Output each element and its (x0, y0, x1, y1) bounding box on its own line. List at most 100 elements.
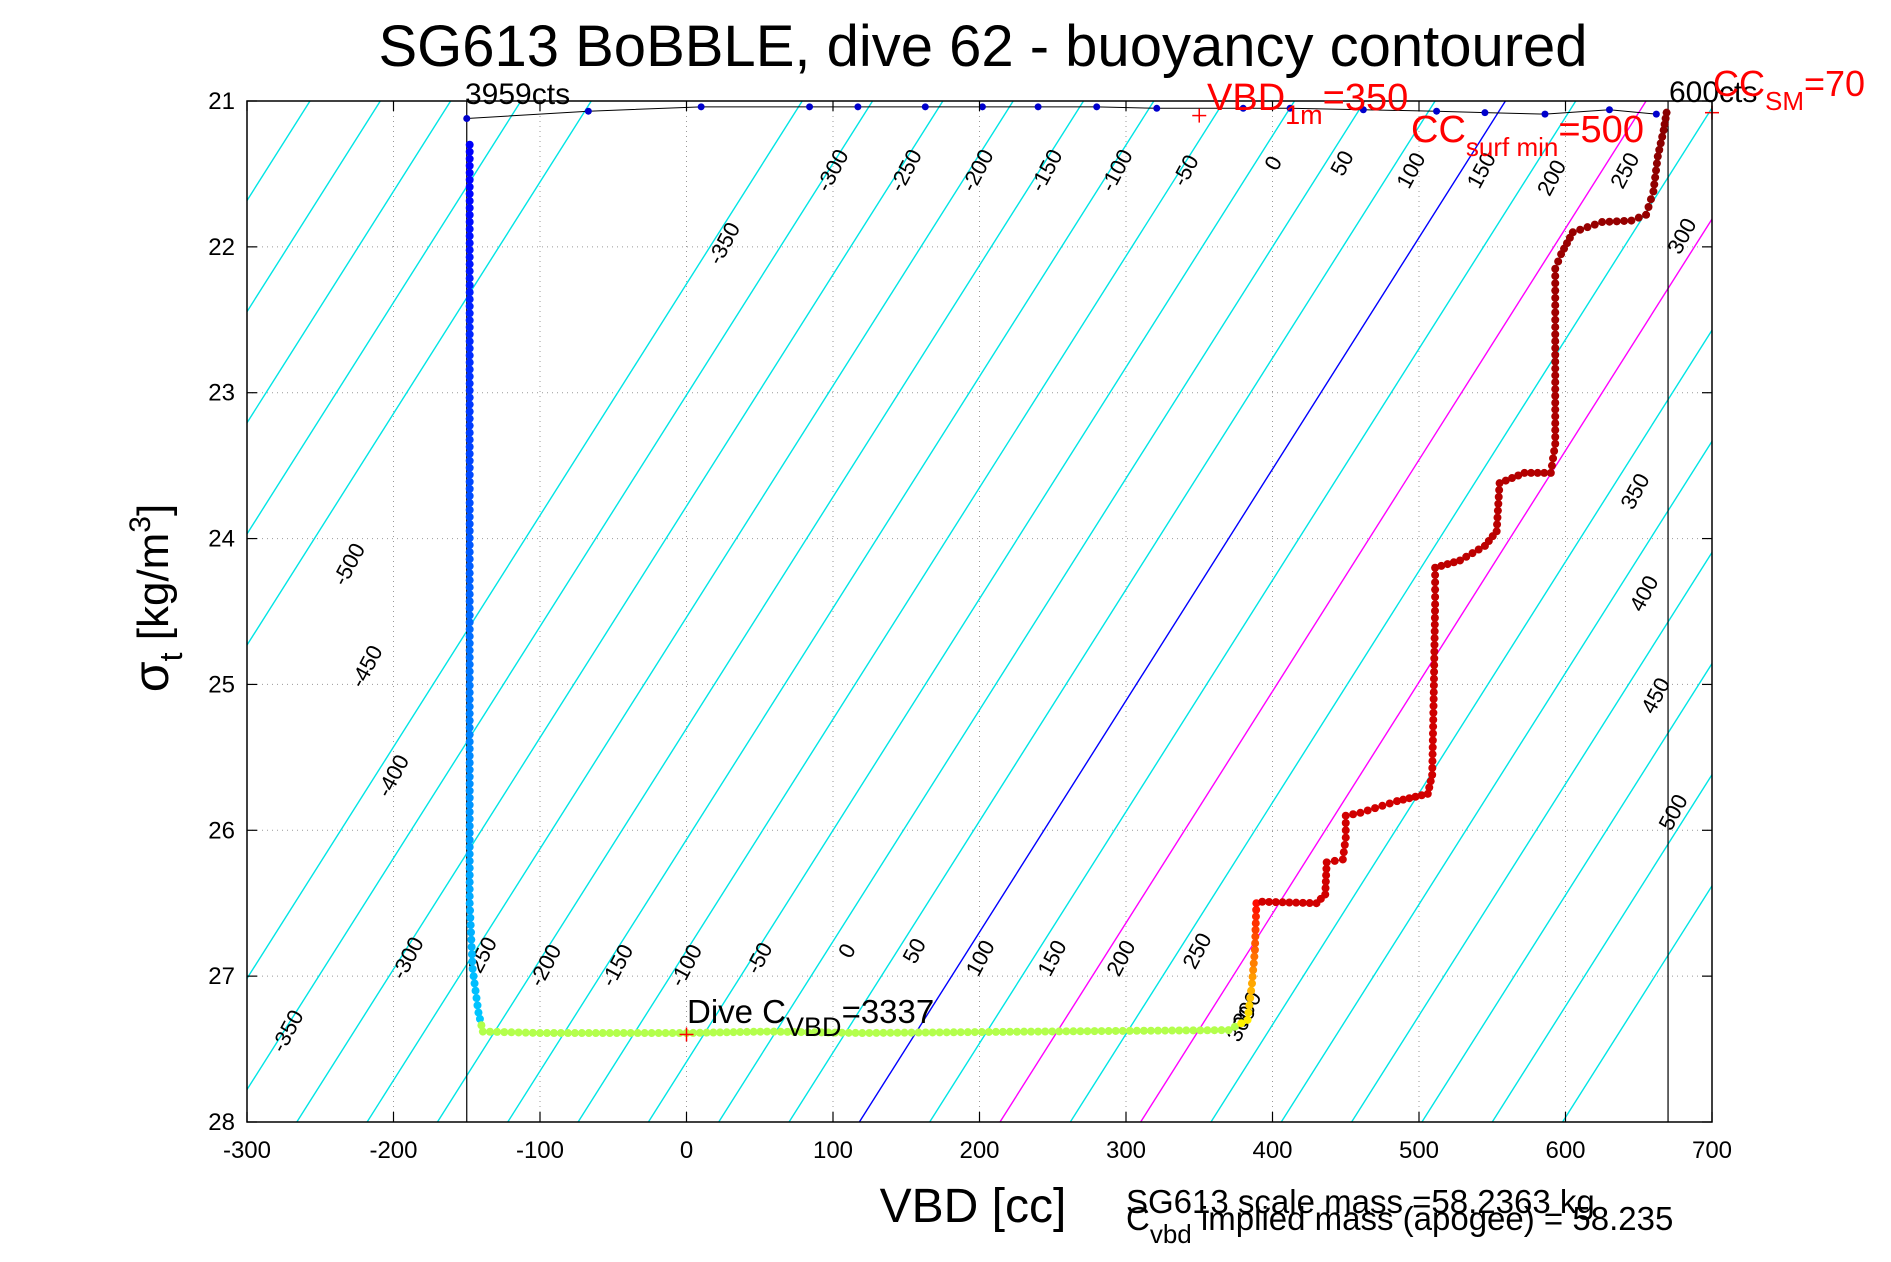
ascent-point (1431, 563, 1440, 572)
ascent-point (563, 1029, 572, 1038)
ascent-point (1168, 1026, 1177, 1035)
contour-label: 50 (897, 934, 931, 967)
ascent-point (468, 964, 477, 973)
ascent-point (465, 386, 474, 395)
ascent-point (1656, 139, 1665, 148)
ascent-point (465, 196, 474, 205)
ascent-point (1258, 897, 1267, 906)
ascent-point (619, 1029, 628, 1038)
ascent-point (598, 1029, 607, 1038)
ascent-point (1550, 447, 1559, 456)
contour-line (647, 101, 1296, 1122)
y-tick-label: 23 (208, 380, 235, 407)
ascent-point (1428, 750, 1437, 759)
ascent-point (1321, 884, 1330, 893)
ascent-point (640, 1029, 649, 1038)
ascent-point (465, 625, 474, 634)
contour-label: -350 (702, 218, 745, 269)
ascent-point (465, 147, 474, 156)
ascent-point (465, 519, 474, 528)
ascent-point (1551, 308, 1560, 317)
ascent-point (465, 597, 474, 606)
descent-point (921, 103, 929, 111)
ascent-point (1411, 792, 1420, 801)
ascent-point (465, 688, 474, 697)
contour-label: 100 (1391, 148, 1430, 192)
ascent-point (465, 562, 474, 571)
contour-line (247, 101, 874, 1091)
ascent-point (465, 534, 474, 543)
ascent-point (1431, 606, 1440, 615)
ascent-point (1551, 439, 1560, 448)
ascent-point (1230, 1022, 1239, 1031)
ascent-point (824, 1028, 833, 1037)
ascent-point (1292, 898, 1301, 907)
ascent-point (1652, 166, 1661, 175)
contour-line (858, 101, 1507, 1122)
ascent-point (1431, 578, 1440, 587)
contour-label: 150 (1032, 936, 1071, 980)
ascent-point (1546, 468, 1555, 477)
contour-label: 450 (1636, 673, 1675, 717)
ascent-point (1330, 856, 1339, 865)
ascent-point (475, 1014, 484, 1023)
ascent-point (1341, 833, 1350, 842)
ascent-point (1443, 560, 1452, 569)
ascent-point (465, 828, 474, 837)
ascent-point (465, 309, 474, 318)
annotation-cc-sm: CCSM=70 (1713, 63, 1865, 116)
ascent-point (465, 379, 474, 388)
ascent-point (1551, 279, 1560, 288)
contour-line (507, 101, 1155, 1122)
ascent-point (577, 1029, 586, 1038)
ascent-point (1646, 195, 1655, 204)
ascent-point (1430, 627, 1439, 636)
ascent-point (465, 667, 474, 676)
ascent-point (1431, 592, 1440, 601)
annotation-implied-mass: Cvbd implied mass (apogee) = 58.235 (1126, 1200, 1673, 1249)
x-tick-label: -100 (516, 1137, 564, 1164)
ascent-point (542, 1029, 551, 1038)
contour-label: -200 (524, 940, 567, 991)
ascent-point (1341, 811, 1350, 820)
x-tick-label: 200 (959, 1137, 999, 1164)
ascent-point (556, 1029, 565, 1038)
contour-line (0, 101, 99, 1122)
ascent-point (465, 765, 474, 774)
ascent-point (465, 800, 474, 809)
ascent-point (1247, 986, 1256, 995)
ascent-point (1547, 461, 1556, 470)
ascent-point (1393, 797, 1402, 806)
ascent-point (1605, 217, 1614, 226)
ascent-point (1551, 323, 1560, 332)
ascent-point (1034, 1027, 1043, 1036)
ascent-point (1146, 1026, 1155, 1035)
ascent-point (478, 1027, 487, 1036)
ascent-point (1428, 763, 1437, 772)
ascent-point (465, 639, 474, 648)
ascent-point (1568, 228, 1577, 237)
ascent-point (1125, 1026, 1134, 1035)
ascent-point (528, 1028, 537, 1037)
contour-line (1280, 440, 1712, 1122)
ascent-point (465, 716, 474, 725)
ascent-point (1237, 1019, 1246, 1028)
contour-label: 100 (961, 936, 1000, 980)
ascent-point (1429, 688, 1438, 697)
ascent-point (500, 1028, 509, 1037)
ascent-point (466, 921, 475, 930)
ascent-point (465, 723, 474, 732)
ascent-point (465, 323, 474, 332)
ascent-point (1551, 272, 1560, 281)
ascent-point (469, 972, 478, 981)
ascent-point (1278, 898, 1287, 907)
ascent-point (465, 189, 474, 198)
ascent-point (1210, 1026, 1219, 1035)
descent-point (584, 107, 592, 115)
y-tick-label: 28 (208, 1109, 235, 1136)
ascent-point (465, 260, 474, 269)
x-tick-label: 600 (1545, 1137, 1585, 1164)
ascent-point (1494, 499, 1503, 508)
ascent-point (1551, 432, 1560, 441)
ascent-point (1468, 549, 1477, 558)
